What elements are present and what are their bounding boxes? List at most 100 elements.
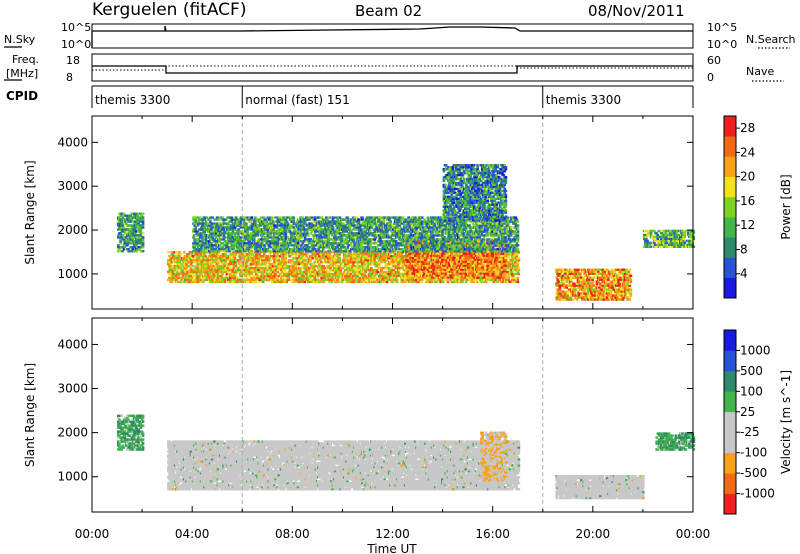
data-cell xyxy=(310,255,313,258)
data-cell xyxy=(379,272,382,276)
data-cell xyxy=(206,262,210,266)
data-cell xyxy=(296,268,300,272)
data-cell xyxy=(377,261,381,264)
data-cell xyxy=(246,276,249,280)
nsky-panel: N.Sky 10^5 10^0 10^5 10^0 N.Search xyxy=(4,21,796,51)
data-cell xyxy=(338,264,341,268)
data-cell xyxy=(179,280,183,284)
data-cell xyxy=(200,261,204,264)
data-cell xyxy=(239,253,242,256)
data-cell xyxy=(339,262,343,266)
data-cell xyxy=(230,262,233,266)
data-cell xyxy=(173,266,177,270)
data-cell xyxy=(279,276,283,280)
data-cell xyxy=(504,276,507,279)
data-cell xyxy=(384,262,388,266)
data-cell xyxy=(262,253,266,256)
nsky-tick-bottom: 10^0 xyxy=(61,38,91,51)
data-cell xyxy=(190,268,194,272)
data-cell xyxy=(296,257,300,260)
data-cell xyxy=(395,280,399,284)
data-cell xyxy=(282,276,285,280)
data-cell xyxy=(178,261,181,264)
data-cell xyxy=(374,276,378,280)
data-cell xyxy=(291,259,294,262)
data-cell xyxy=(373,268,376,272)
data-cell xyxy=(277,274,281,278)
data-cell xyxy=(205,278,208,282)
data-cell xyxy=(214,255,218,258)
data-cell xyxy=(330,280,334,284)
data-cell xyxy=(284,259,287,262)
data-cell xyxy=(284,257,287,260)
data-cell xyxy=(242,259,246,262)
data-cell xyxy=(269,276,273,280)
data-cell xyxy=(232,259,236,262)
data-cell xyxy=(171,276,175,280)
data-cell xyxy=(188,272,192,276)
data-cell xyxy=(283,268,286,272)
data-cell xyxy=(337,280,340,284)
data-cell xyxy=(258,278,261,282)
data-cell xyxy=(202,276,205,280)
data-cell xyxy=(442,280,445,284)
data-cell xyxy=(330,278,334,282)
data-cell xyxy=(358,276,362,280)
data-cell xyxy=(364,278,367,282)
data-cell xyxy=(319,253,322,256)
data-cell xyxy=(350,268,354,272)
data-cell xyxy=(380,268,383,272)
data-cell xyxy=(299,280,302,284)
data-cell xyxy=(293,278,296,282)
data-cell xyxy=(302,274,305,278)
data-cell xyxy=(256,266,259,270)
data-cell xyxy=(293,262,296,266)
data-cell xyxy=(370,274,373,278)
data-cell xyxy=(517,266,521,270)
data-cell xyxy=(209,268,213,272)
data-cell xyxy=(286,266,290,270)
data-cell xyxy=(390,261,393,264)
data-cell xyxy=(253,266,257,270)
data-cell xyxy=(271,266,275,270)
data-cell xyxy=(347,253,350,256)
data-cell xyxy=(323,278,327,282)
data-cell xyxy=(340,280,344,284)
data-cell xyxy=(294,268,298,272)
data-cell xyxy=(373,257,376,260)
data-cell xyxy=(321,270,325,274)
data-cell xyxy=(208,272,212,276)
data-cell xyxy=(328,253,331,256)
data-cell xyxy=(276,253,279,256)
data-cell xyxy=(363,272,366,276)
data-cell xyxy=(392,274,396,278)
data-cell xyxy=(169,268,172,272)
freq-trace xyxy=(92,65,693,74)
data-cell xyxy=(294,264,298,268)
data-cell xyxy=(377,264,381,268)
data-cell xyxy=(377,274,381,278)
data-cell xyxy=(220,266,223,270)
data-cell xyxy=(305,264,309,268)
data-cell xyxy=(364,257,367,260)
data-cell xyxy=(288,272,292,276)
data-cell xyxy=(239,262,242,266)
data-cell xyxy=(394,276,398,280)
data-cell xyxy=(335,262,338,266)
data-cell xyxy=(271,257,275,260)
data-cell xyxy=(284,255,287,258)
data-cell xyxy=(228,264,231,268)
data-cell xyxy=(398,274,401,278)
data-cell xyxy=(385,264,389,268)
data-cell xyxy=(202,264,205,268)
data-cell xyxy=(219,264,222,268)
data-cell xyxy=(357,272,361,276)
data-cell xyxy=(179,253,183,256)
data-cell xyxy=(167,270,170,274)
data-cell xyxy=(482,280,486,284)
data-cell xyxy=(196,255,199,258)
data-cell xyxy=(205,268,208,272)
data-cell xyxy=(303,280,307,284)
data-cell xyxy=(209,264,213,268)
data-cell xyxy=(241,280,245,284)
